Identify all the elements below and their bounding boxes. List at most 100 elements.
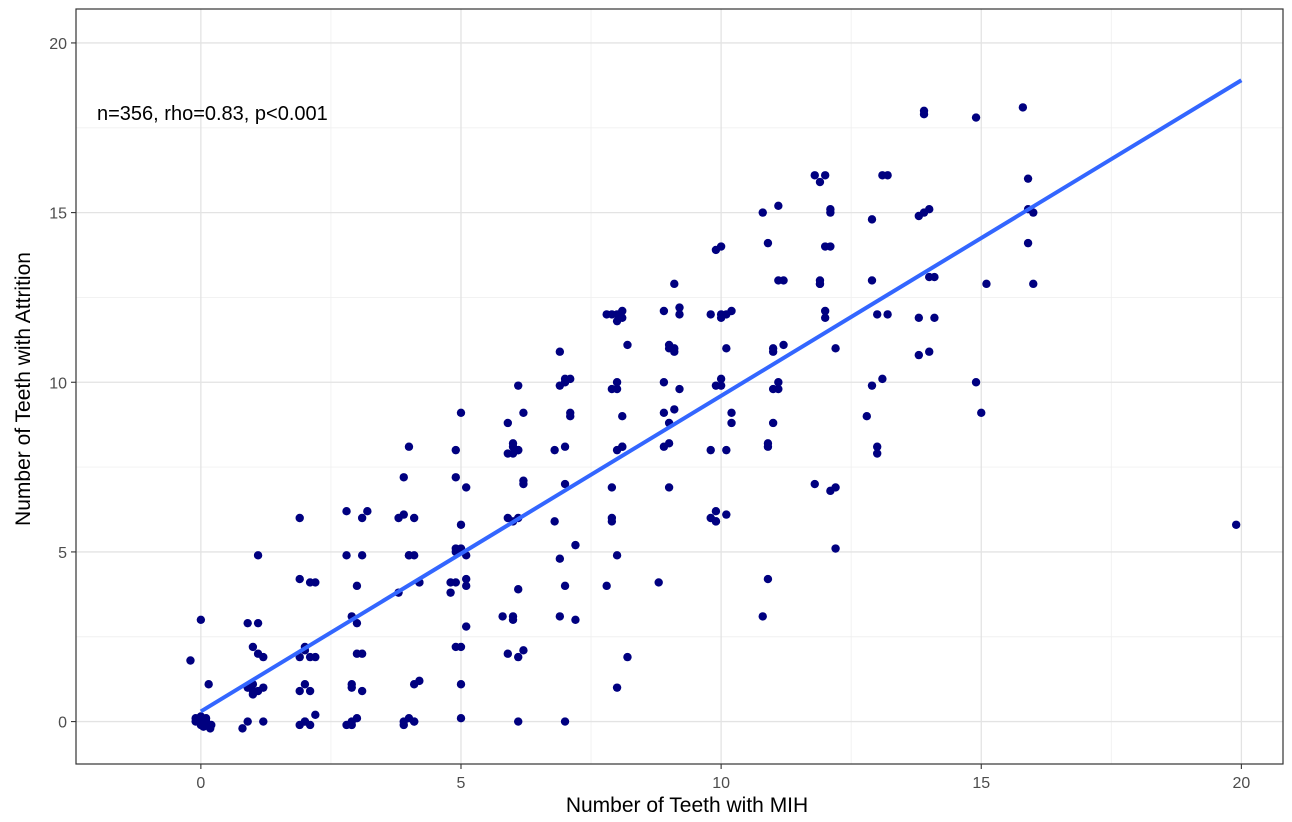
- data-point: [758, 208, 767, 217]
- regression-line: [199, 78, 1243, 714]
- data-point: [763, 574, 773, 584]
- data-point: [311, 652, 320, 662]
- data-point: [711, 507, 721, 516]
- data-point: [550, 517, 559, 526]
- data-point: [774, 378, 783, 387]
- data-point: [623, 340, 632, 350]
- data-point: [456, 408, 466, 417]
- data-point: [1023, 174, 1033, 183]
- data-point: [977, 408, 986, 417]
- y-tick-label: 10: [49, 375, 67, 392]
- data-point: [404, 551, 414, 560]
- data-point: [446, 588, 455, 597]
- data-point: [867, 276, 877, 285]
- data-point: [820, 171, 830, 180]
- data-point: [259, 652, 268, 662]
- data-point: [716, 374, 726, 384]
- data-point: [503, 513, 513, 523]
- y-axis: 0 5 10 15 20: [49, 36, 76, 732]
- data-point: [295, 686, 304, 696]
- data-point: [925, 272, 934, 282]
- data-point: [659, 378, 669, 387]
- data-point: [971, 113, 981, 122]
- data-point: [722, 510, 731, 519]
- data-point: [514, 445, 523, 455]
- data-point: [1018, 103, 1028, 112]
- data-point: [883, 171, 892, 180]
- data-point: [508, 439, 518, 448]
- x-tick-label: 15: [972, 775, 990, 792]
- data-point: [815, 177, 825, 187]
- data-point: [768, 344, 778, 353]
- data-point: [711, 517, 721, 526]
- data-point: [461, 483, 471, 492]
- data-point: [357, 513, 367, 523]
- data-point: [357, 686, 367, 696]
- data-point: [612, 378, 622, 387]
- y-tick-label: 20: [49, 36, 67, 53]
- data-point: [451, 578, 460, 587]
- data-point: [519, 646, 528, 655]
- data-point: [498, 612, 507, 621]
- data-point: [867, 381, 877, 390]
- data-point: [779, 340, 788, 350]
- y-axis-title: Number of Teeth with Attrition: [12, 252, 35, 526]
- data-point: [566, 411, 575, 421]
- data-point: [196, 712, 206, 721]
- data-point: [311, 710, 320, 719]
- data-point: [914, 313, 924, 322]
- data-point: [560, 442, 570, 451]
- data-point: [571, 540, 580, 550]
- data-point: [883, 310, 892, 319]
- data-point: [451, 445, 460, 455]
- data-point: [706, 445, 715, 455]
- data-point: [925, 347, 934, 356]
- data-point: [675, 384, 684, 394]
- data-point: [659, 408, 669, 417]
- data-point: [862, 411, 871, 421]
- data-point: [618, 411, 627, 421]
- data-point: [555, 347, 565, 356]
- data-point: [352, 618, 362, 628]
- data-point: [872, 442, 882, 451]
- data-point: [204, 680, 213, 689]
- data-point: [820, 313, 830, 322]
- data-point: [253, 551, 263, 560]
- data-point: [872, 310, 882, 319]
- data-point: [451, 473, 460, 482]
- data-point: [461, 574, 471, 584]
- data-point: [774, 384, 783, 394]
- data-point: [461, 581, 471, 591]
- data-point: [607, 310, 617, 319]
- data-point: [664, 439, 674, 448]
- data-point: [618, 442, 627, 451]
- data-point: [347, 720, 356, 730]
- data-point: [571, 615, 580, 624]
- data-point: [560, 479, 570, 489]
- data-point: [503, 418, 513, 428]
- data-point: [716, 381, 726, 390]
- data-point: [831, 344, 840, 353]
- data-point: [1023, 238, 1033, 248]
- data-point: [238, 724, 247, 733]
- data-point: [659, 306, 669, 316]
- data-point: [618, 306, 627, 316]
- data-point: [404, 442, 414, 451]
- data-point: [399, 473, 408, 482]
- data-point: [675, 310, 684, 319]
- data-point: [670, 405, 679, 414]
- data-point: [919, 109, 929, 119]
- data-point: [295, 720, 304, 730]
- data-point: [919, 208, 929, 217]
- data-point: [253, 618, 263, 628]
- data-point: [363, 507, 372, 516]
- data-point: [514, 381, 523, 390]
- data-point: [826, 486, 835, 496]
- data-point: [311, 578, 320, 587]
- data-point: [623, 652, 632, 662]
- data-point: [409, 717, 419, 726]
- data-point: [342, 507, 351, 516]
- data-point: [519, 408, 528, 417]
- data-point: [243, 618, 252, 628]
